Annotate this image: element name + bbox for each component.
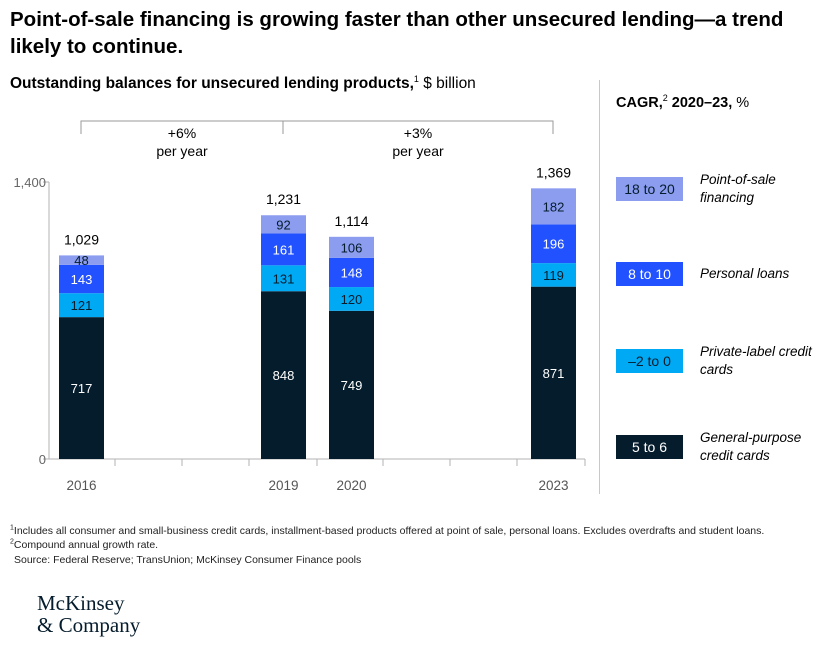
stacked-bar-chart: 0 1,400 717 121 143 48 1,029 2016 848 131 161 92 1,2… (13, 120, 586, 493)
bar-segment-2023 (531, 286, 576, 459)
growth-rate-2: +3% (404, 125, 432, 141)
bar-segment-2019 (261, 291, 306, 459)
y-tick-label: 0 (39, 452, 46, 467)
bar-segment-2023 (531, 263, 576, 287)
total-label-2023: 1,369 (536, 164, 571, 180)
logo-line-2: & Company (37, 613, 141, 637)
mckinsey-logo: McKinsey & Company (37, 592, 140, 636)
footnote-2-marker: 2 (10, 538, 14, 546)
footnote-1-marker: 1 (10, 524, 14, 532)
bar-segment-2019 (261, 233, 306, 266)
footnote-2-text: Compound annual growth rate. (13, 539, 159, 551)
legend-swatch-general-purpose-cards: 5 to 6 (616, 435, 683, 459)
footnotes: 1Includes all consumer and small-busines… (10, 524, 764, 552)
data-label: 131 (273, 271, 295, 286)
subtitle-footnote-ref: 1 (413, 73, 419, 84)
data-label: 848 (273, 368, 295, 383)
source-note: Source: Federal Reserve; TransUnion; McK… (14, 554, 362, 566)
bar-segment-2020 (329, 236, 374, 258)
legend-title-period: 2020–23, (667, 95, 733, 111)
data-label: 92 (276, 217, 290, 232)
data-label: 120 (341, 292, 363, 307)
data-label: 161 (273, 242, 295, 257)
subtitle-unit: $ billion (418, 75, 476, 92)
total-label-2016: 1,029 (64, 231, 99, 247)
legend-swatch-pos-financing: 18 to 20 (616, 177, 683, 201)
growth-bracket-2 (282, 120, 554, 134)
footnote-1-text: Includes all consumer and small-business… (13, 525, 765, 537)
growth-period-2: per year (392, 143, 444, 159)
data-label: 143 (71, 272, 93, 287)
subtitle-text: Outstanding balances for unsecured lendi… (10, 75, 414, 92)
data-label: 182 (543, 199, 565, 214)
bar-segment-2019 (261, 265, 306, 292)
legend-title-unit: % (732, 95, 750, 111)
legend-divider (599, 80, 600, 494)
legend-label-pos-financing: Point-of-sale financing (700, 172, 776, 205)
x-tick-label-2019: 2019 (268, 478, 298, 493)
legend-swatch-private-label-cards: –2 to 0 (616, 349, 683, 373)
bar-segment-2023 (531, 224, 576, 264)
legend-title-footnote-ref: 2 (662, 93, 668, 104)
data-label: 749 (341, 378, 363, 393)
data-label: 121 (71, 298, 93, 313)
bar-segment-2016 (59, 317, 104, 459)
bar-segment-2020 (329, 257, 374, 288)
total-label-2019: 1,231 (266, 191, 301, 207)
total-label-2020: 1,114 (335, 213, 369, 229)
legend-title: CAGR,2 2020–23, % (616, 93, 750, 111)
legend-swatch-personal-loans: 8 to 10 (616, 262, 683, 286)
legend-label-general-purpose-cards: General-purpose credit cards (700, 430, 802, 463)
x-tick-label-2023: 2023 (538, 478, 568, 493)
bar-segment-2016 (59, 264, 104, 294)
bar-segment-2019 (261, 215, 306, 234)
bar-segment-2020 (329, 287, 374, 311)
growth-period-1: per year (156, 143, 208, 159)
data-label: 717 (71, 381, 93, 396)
bar-segment-2023 (531, 188, 576, 225)
y-tick-label: 1,400 (13, 175, 46, 190)
logo-line-1: McKinsey (37, 591, 125, 615)
chart-title: Point-of-sale financing is growing faste… (10, 8, 784, 58)
data-label: 106 (341, 240, 363, 255)
x-tick-label-2020: 2020 (336, 478, 366, 493)
growth-rate-1: +6% (168, 125, 196, 141)
bar-segment-2016 (59, 293, 104, 318)
footnote-2: 2Compound annual growth rate. (10, 538, 764, 552)
x-tick-label-2016: 2016 (66, 478, 96, 493)
bar-segment-2020 (329, 310, 374, 459)
data-label: 871 (543, 366, 565, 381)
legend-label-personal-loans: Personal loans (700, 266, 790, 281)
chart-subtitle: Outstanding balances for unsecured lendi… (10, 73, 476, 93)
data-label: 119 (543, 268, 564, 283)
data-label: 148 (341, 265, 363, 280)
data-label: 196 (543, 237, 565, 252)
legend-label-private-label-cards: Private-label credit cards (700, 344, 812, 377)
bar-segment-2016 (59, 255, 104, 265)
footnote-1: 1Includes all consumer and small-busines… (10, 524, 764, 538)
data-label: 48 (74, 253, 88, 268)
legend-title-text: CAGR, (616, 95, 663, 111)
